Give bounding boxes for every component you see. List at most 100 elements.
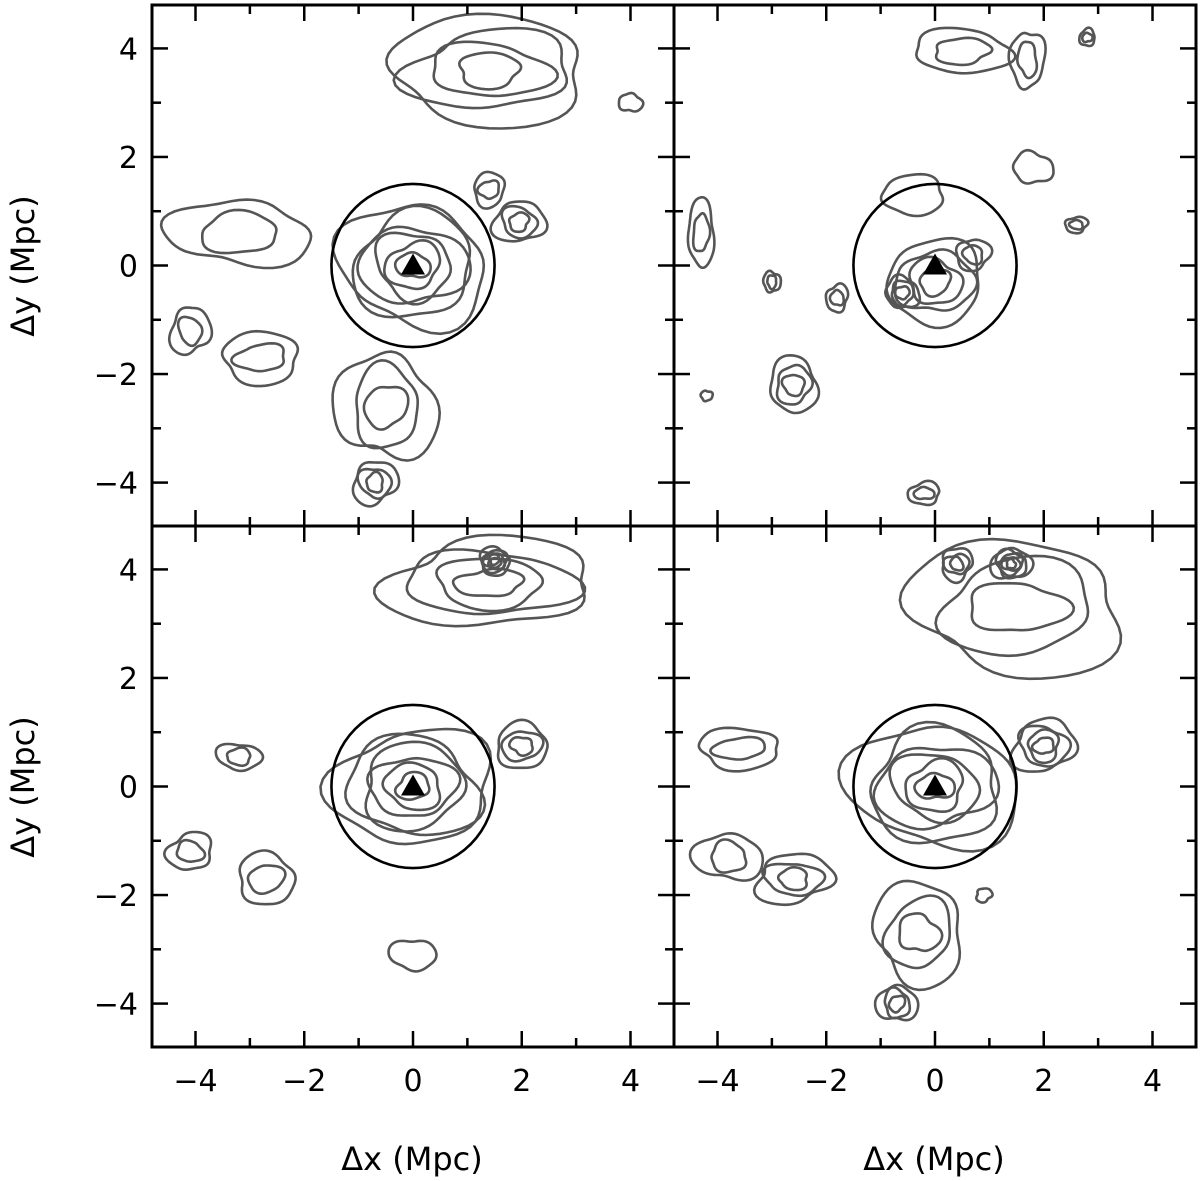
contour-line	[766, 274, 778, 291]
panel-top-right	[672, 3, 1198, 528]
contour-line	[435, 557, 545, 613]
y-tick-label: −2	[94, 879, 138, 914]
contour-line	[230, 341, 286, 373]
contour-line	[872, 746, 1001, 831]
contour-line	[688, 831, 765, 882]
contour-line	[837, 725, 1018, 853]
aperture-circle	[330, 703, 496, 870]
x-tick-label: −2	[282, 1064, 326, 1099]
contour-line	[405, 548, 587, 616]
contour-line	[372, 533, 586, 628]
contour-line	[994, 547, 1028, 580]
contour-line	[393, 770, 431, 802]
contour-line	[500, 730, 545, 763]
contour-line	[220, 329, 300, 388]
contour-line	[709, 735, 767, 761]
contour-group	[162, 533, 587, 973]
contour-line	[870, 879, 962, 992]
center-triangle-marker	[401, 774, 425, 796]
contour-line	[828, 288, 845, 307]
contour-group	[688, 537, 1123, 1022]
contour-line	[364, 740, 468, 833]
contour-line	[904, 756, 965, 814]
contour-line	[888, 753, 982, 825]
contour-line	[934, 554, 1090, 658]
contour-line	[393, 251, 433, 279]
y-tick-label: 2	[119, 141, 138, 176]
panel-bottom-right: −4 −2 0 2 4	[672, 524, 1198, 1099]
contour-line	[879, 172, 945, 218]
contour-line	[496, 718, 549, 770]
x-tick-label: 4	[621, 1064, 640, 1099]
labels-layer: Δx (Mpc) Δx (Mpc) Δy (Mpc) Δy (Mpc)	[4, 195, 1005, 1178]
y-tick-label: 4	[119, 553, 138, 588]
contour-line	[1015, 40, 1039, 80]
contour-line	[686, 196, 716, 270]
contour-line	[473, 170, 507, 210]
x-tick-label: 0	[925, 1064, 944, 1099]
contour-line	[1078, 26, 1096, 48]
contour-line	[392, 26, 568, 110]
contour-line	[489, 200, 549, 243]
x-axis-title-right: Δx (Mpc)	[863, 1140, 1004, 1178]
x-tick-label: 0	[403, 1064, 422, 1099]
x-axis-title-left: Δx (Mpc)	[341, 1140, 482, 1178]
contour-group	[159, 12, 645, 508]
contour-line	[960, 244, 984, 266]
contour-line	[776, 865, 809, 892]
contour-line	[893, 284, 911, 301]
center-triangle-marker	[923, 253, 947, 275]
contour-line	[476, 179, 500, 201]
contour-line	[355, 358, 420, 450]
contour-line	[159, 198, 313, 270]
contour-line	[167, 306, 214, 357]
contour-line	[887, 994, 907, 1014]
contour-line	[912, 485, 936, 501]
contour-line	[906, 479, 941, 507]
x-tick-label: −4	[695, 1064, 739, 1099]
contour-line	[761, 862, 827, 898]
contour-line	[486, 553, 503, 569]
y-tick-label: −2	[94, 358, 138, 393]
contour-line	[885, 236, 980, 330]
contour-line	[1000, 556, 1023, 573]
contour-line	[697, 726, 779, 773]
contour-line	[775, 363, 815, 406]
contour-line	[500, 204, 540, 240]
contour-line	[1081, 31, 1094, 44]
contour-line	[201, 208, 278, 255]
contour-line	[356, 467, 394, 501]
contour-line	[175, 838, 207, 863]
contour-line	[507, 736, 534, 757]
contour-line	[710, 838, 748, 874]
y-tick-label: 4	[119, 32, 138, 67]
contour-line	[881, 894, 952, 970]
contour-line	[954, 238, 994, 273]
contour-line	[162, 830, 213, 872]
contour-line	[699, 389, 714, 403]
contour-line	[752, 852, 838, 907]
contour-line	[873, 983, 920, 1022]
center-triangle-marker	[923, 774, 947, 796]
y-tick-label: 0	[119, 771, 138, 806]
contour-line	[1011, 148, 1055, 185]
x-tick-label: 2	[1034, 1064, 1053, 1099]
contour-line	[246, 864, 287, 895]
x-tick-label: 4	[1143, 1064, 1162, 1099]
y-tick-label: −4	[94, 988, 138, 1023]
contour-line	[1063, 215, 1090, 235]
y-tick-label: −4	[94, 467, 138, 502]
x-tick-label: 2	[512, 1064, 531, 1099]
contour-line	[374, 231, 453, 306]
contour-line	[883, 273, 922, 310]
contour-line	[898, 912, 944, 953]
contour-line	[824, 282, 850, 314]
contour-line	[913, 771, 957, 800]
y-axis-title-bottom: Δy (Mpc)	[4, 716, 42, 857]
aperture-circle	[852, 703, 1018, 870]
contour-line	[381, 761, 442, 812]
contour-line	[1030, 736, 1055, 755]
contour-line	[331, 350, 442, 462]
contour-line	[617, 91, 645, 113]
